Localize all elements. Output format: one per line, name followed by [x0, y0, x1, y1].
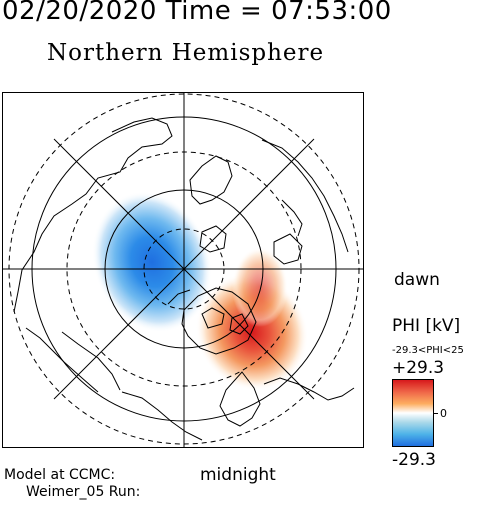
positive-potential-tail	[232, 247, 288, 327]
dawn-label: dawn	[394, 270, 440, 290]
model-label: Model at CCMC:	[4, 467, 116, 483]
datetime-title: 02/20/2020 Time = 07:53:00	[2, 0, 392, 26]
run-label: Weimer_05 Run:	[26, 484, 141, 500]
hemisphere-title: Northern Hemisphere	[47, 40, 325, 66]
colorbar-max-label: +29.3	[392, 358, 445, 378]
midnight-label: midnight	[200, 465, 276, 485]
negative-potential-cell	[92, 191, 212, 333]
colorbar-title: PHI [kV]	[392, 316, 461, 336]
colorbar-range: -29.3<PHI<25	[392, 345, 464, 356]
polar-map	[2, 92, 364, 448]
colorbar-zero-label: 0	[440, 407, 447, 420]
colorbar-zero-tick	[434, 413, 438, 414]
meridian-lines	[2, 92, 364, 448]
colorbar-min-label: -29.3	[392, 450, 436, 470]
colorbar	[392, 379, 434, 447]
continent-outlines	[13, 117, 355, 441]
